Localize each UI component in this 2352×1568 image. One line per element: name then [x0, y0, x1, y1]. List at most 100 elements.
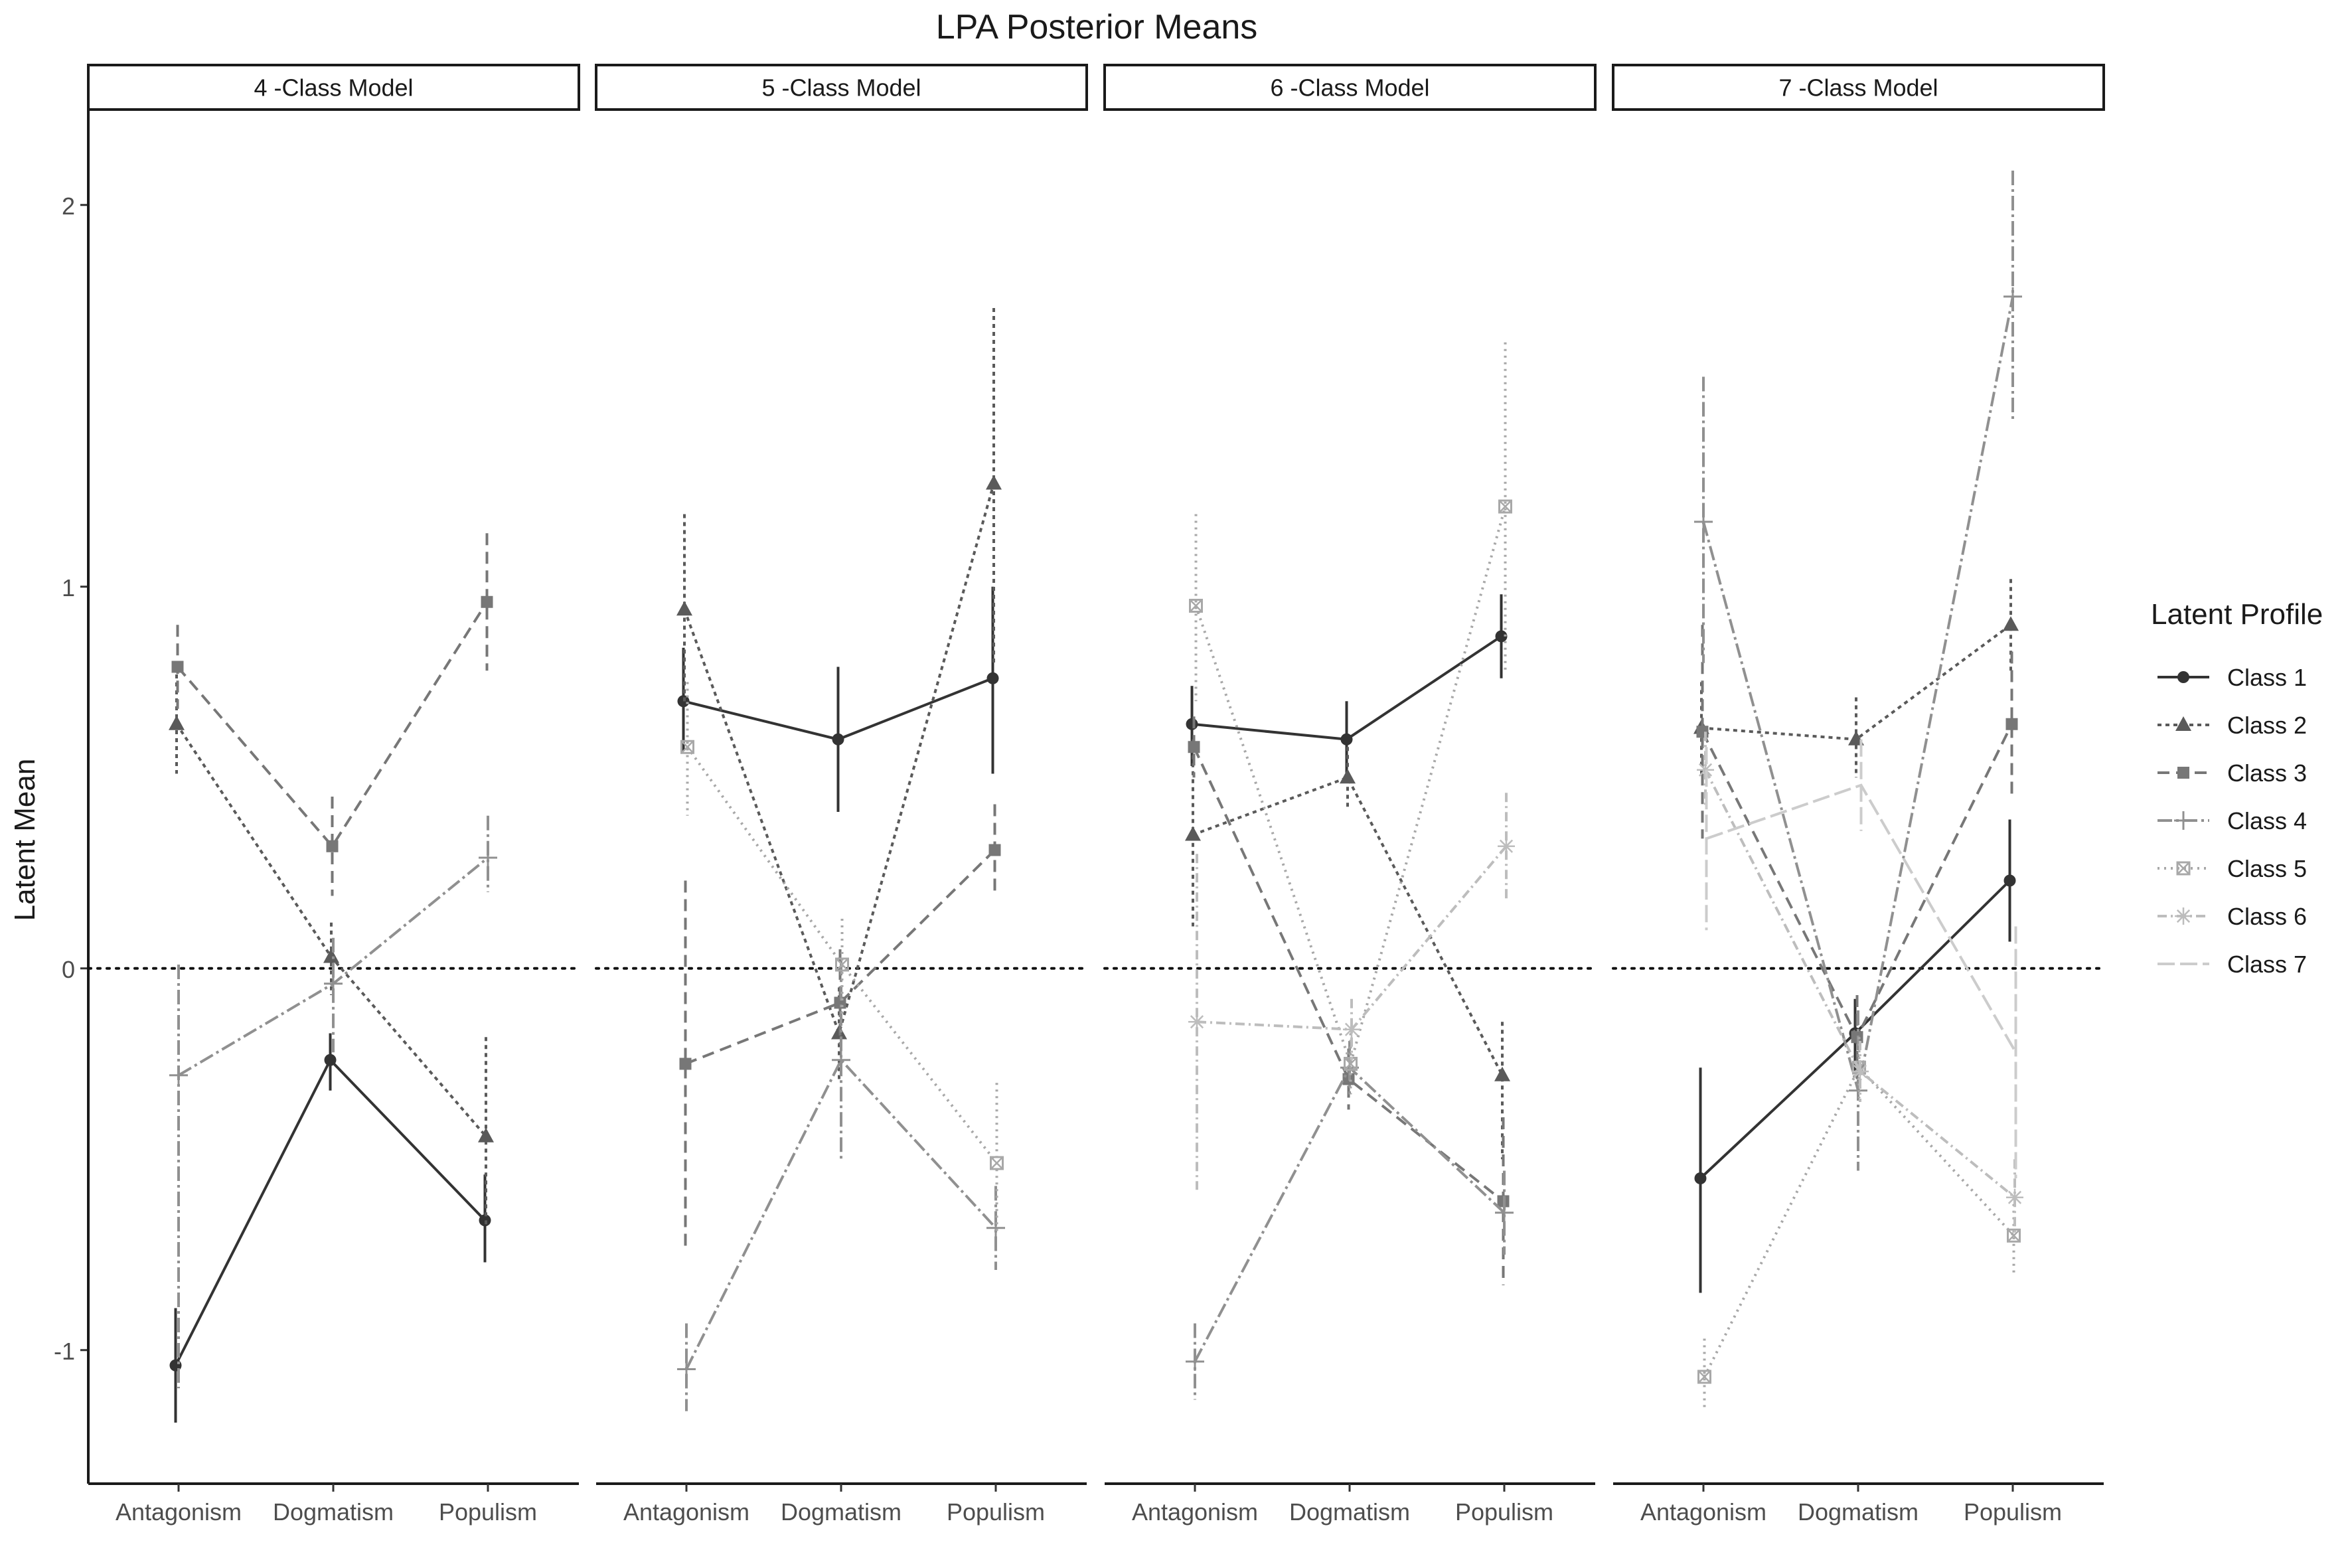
- panel-strip-label: 6 -Class Model: [1270, 74, 1429, 102]
- marker-squarex-box: [990, 1156, 1004, 1170]
- marker-squarex-d2: [1189, 599, 1203, 613]
- marker-squarex-d2: [680, 740, 694, 754]
- data-point: [2007, 1228, 2021, 1243]
- legend-label: Class 2: [2227, 712, 2307, 739]
- data-point: [1340, 733, 1353, 745]
- series-line: [1194, 506, 1507, 1069]
- data-point: [2006, 1188, 2023, 1206]
- legend-entry-class-6: Class 6: [2157, 903, 2307, 930]
- data-point: [676, 601, 692, 616]
- legend: Latent Profile Class 1 Class 2 Class 3 Class…: [2151, 598, 2323, 978]
- marker-squarex-box: [2176, 861, 2191, 876]
- legend-key-marker: [2175, 907, 2192, 925]
- x-tick-label: Dogmatism: [1289, 1498, 1410, 1526]
- marker-asterisk-arm: [1853, 1064, 1867, 1079]
- data-point: [1694, 512, 1713, 531]
- legend-entry-class-7: Class 7: [2157, 951, 2307, 978]
- chart-title: LPA Posterior Means: [936, 8, 1258, 46]
- panel-5-class: 5 -Class Model Antagonism Dogmatism Populis…: [595, 64, 1088, 1526]
- data-point: [1494, 1066, 1510, 1081]
- panel-strip-label: 4 -Class Model: [254, 74, 413, 102]
- panel-strip: [1612, 64, 2105, 111]
- legend-label: Class 5: [2227, 855, 2307, 882]
- data-point: [479, 848, 497, 867]
- series-class-3: [171, 533, 493, 896]
- data-point: [990, 1156, 1004, 1170]
- marker-asterisk-arm: [2176, 909, 2191, 923]
- y-tick-label: 1: [62, 574, 75, 601]
- panels: -1 0 1 2 4 -Class Model Antagonism Dogmatism Po…: [54, 64, 2105, 1526]
- data-point: [1188, 1013, 1206, 1031]
- marker-squarex-box: [1189, 599, 1203, 613]
- data-point: [324, 1054, 337, 1066]
- data-point: [832, 733, 844, 745]
- series-class-1: [169, 1033, 491, 1423]
- panel-strip-label: 5 -Class Model: [761, 74, 921, 102]
- data-point: [2003, 874, 2016, 887]
- data-point: [1188, 741, 1200, 753]
- data-point: [680, 740, 694, 754]
- series-line: [685, 1058, 997, 1370]
- y-tick-label: 0: [62, 956, 75, 983]
- data-point: [169, 1065, 188, 1085]
- data-point: [986, 475, 1002, 490]
- panel-4-class: 4 -Class Model Antagonism Dogmatism Populis…: [87, 64, 580, 1526]
- x-tick-label: Antagonism: [116, 1498, 242, 1526]
- data-point: [986, 1218, 1005, 1237]
- marker-asterisk-arm: [1499, 839, 1514, 853]
- legend-entry-class-1: Class 1: [2157, 664, 2307, 691]
- data-point: [1697, 1370, 1711, 1384]
- y-tick-label: 2: [62, 193, 75, 220]
- marker-squarex-box: [1697, 1370, 1711, 1384]
- data-point: [832, 1050, 850, 1069]
- legend-title: Latent Profile: [2151, 598, 2323, 631]
- legend-label: Class 7: [2227, 951, 2307, 978]
- legend-entry-class-4: Class 4: [2157, 807, 2307, 834]
- x-tick-label: Antagonism: [1640, 1498, 1766, 1526]
- y-axis-label: Latent Mean: [9, 759, 41, 921]
- panel-strip: [1103, 64, 1597, 111]
- legend-label: Class 6: [2227, 903, 2307, 930]
- data-point: [1185, 826, 1201, 841]
- data-point: [835, 957, 849, 972]
- x-tick-label: Populism: [947, 1498, 1045, 1526]
- legend-label: Class 1: [2227, 664, 2307, 691]
- data-point: [481, 595, 493, 608]
- legend-entry-class-2: Class 2: [2157, 712, 2307, 739]
- x-tick-label: Antagonism: [1132, 1498, 1258, 1526]
- series-line: [176, 601, 489, 849]
- series-class-5: [1189, 342, 1512, 1095]
- x-tick-label: Dogmatism: [273, 1498, 394, 1526]
- panel-7-class: 7 -Class Model Antagonism Dogmatism Populis…: [1612, 64, 2105, 1526]
- data-point: [1694, 1172, 1707, 1184]
- data-point: [1498, 837, 1515, 855]
- data-point: [1186, 718, 1198, 730]
- marker-squarex-box: [680, 740, 694, 754]
- x-tick-label: Antagonism: [623, 1498, 749, 1526]
- marker-squarex-d2: [1697, 1370, 1711, 1383]
- marker-asterisk-arm: [1190, 1015, 1204, 1029]
- marker-squarex-d2: [1344, 1057, 1358, 1071]
- legend-label: Class 3: [2227, 759, 2307, 787]
- data-point: [2005, 718, 2018, 730]
- marker-squarex-d2: [835, 958, 849, 971]
- data-point: [988, 844, 1001, 856]
- data-point: [677, 1360, 696, 1379]
- marker-squarex-d2: [2177, 862, 2190, 875]
- data-point: [1495, 1203, 1514, 1222]
- x-tick-label: Populism: [1964, 1498, 2062, 1526]
- data-point: [1189, 599, 1203, 613]
- x-tick-label: Populism: [1455, 1498, 1553, 1526]
- y-tick-label: -1: [54, 1338, 75, 1365]
- legend-entry-class-3: Class 3: [2157, 759, 2307, 787]
- data-point: [986, 672, 999, 684]
- marker-squarex-d2: [2007, 1229, 2021, 1243]
- legend-entry-class-5: Class 5: [2157, 855, 2307, 882]
- panel-strip: [595, 64, 1088, 111]
- data-point: [2003, 616, 2019, 631]
- panel-strip: [87, 64, 580, 111]
- legend-key-marker: [2177, 671, 2189, 683]
- legend-key-marker: [2176, 861, 2191, 876]
- data-point: [1498, 499, 1512, 514]
